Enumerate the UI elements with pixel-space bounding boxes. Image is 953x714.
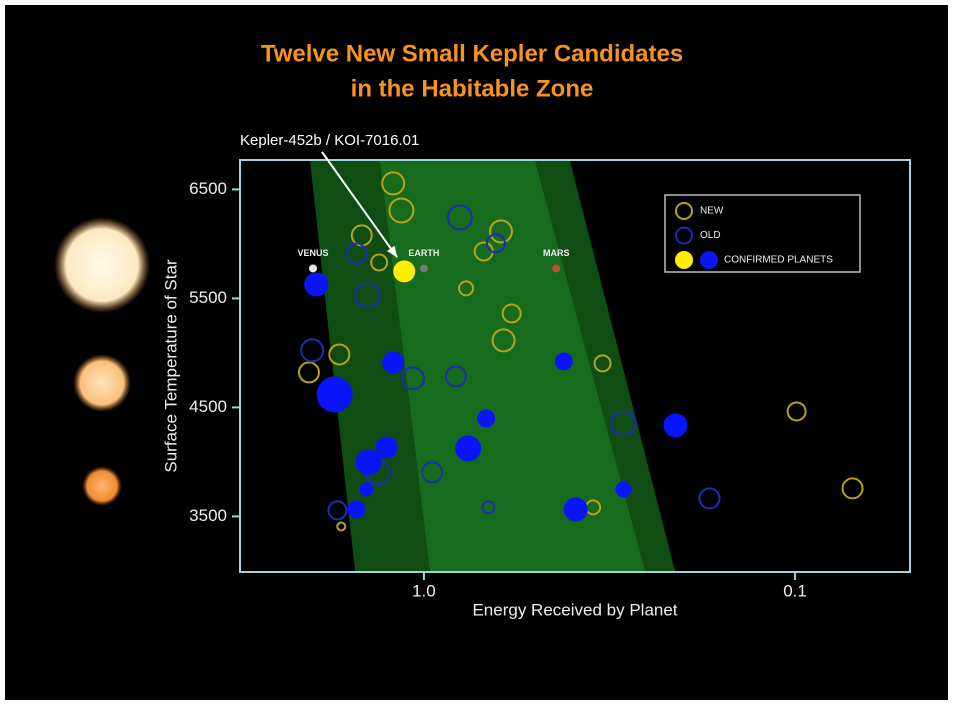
data-point — [555, 352, 573, 370]
data-point — [304, 272, 328, 296]
y-tick-label: 6500 — [189, 179, 227, 198]
data-point — [317, 376, 353, 412]
data-point — [477, 409, 495, 427]
planet-marker — [420, 264, 428, 272]
legend-swatch — [700, 251, 718, 269]
data-point — [347, 500, 365, 518]
star-icon — [82, 466, 122, 506]
legend-label: OLD — [700, 230, 721, 241]
x-axis-label: Energy Received by Planet — [472, 600, 677, 619]
y-tick-label: 4500 — [189, 397, 227, 416]
data-point — [359, 482, 373, 496]
star-icon — [54, 217, 150, 313]
data-point — [455, 435, 481, 461]
x-tick-label: 0.1 — [783, 581, 807, 600]
legend-label: CONFIRMED PLANETS — [724, 255, 833, 266]
chart-title: Twelve New Small Kepler Candidates — [261, 40, 683, 67]
data-point — [356, 449, 382, 475]
data-point — [564, 497, 588, 521]
y-axis-label: Surface Temperature of Star — [161, 259, 180, 473]
data-point — [663, 413, 687, 437]
chart-title: in the Habitable Zone — [351, 75, 594, 102]
data-point — [382, 351, 404, 373]
y-tick-label: 3500 — [189, 506, 227, 525]
star-icon — [73, 354, 131, 412]
y-tick-label: 5500 — [189, 288, 227, 307]
data-point — [615, 481, 631, 497]
annotation-text: Kepler-452b / KOI-7016.01 — [240, 132, 419, 149]
chart: VENUS EARTH MARS Twelve New Small Kepler C… — [0, 0, 953, 709]
planet-label: MARS — [543, 248, 570, 258]
page: VENUS EARTH MARS Twelve New Small Kepler C… — [0, 0, 953, 709]
x-tick-label: 1.0 — [412, 581, 436, 600]
legend-swatch — [675, 251, 693, 269]
planet-label: EARTH — [408, 248, 439, 258]
planet-label: VENUS — [297, 248, 328, 258]
annotated-point — [393, 260, 415, 282]
planet-marker — [552, 264, 560, 272]
planet-marker — [309, 264, 317, 272]
legend-label: NEW — [700, 206, 724, 217]
